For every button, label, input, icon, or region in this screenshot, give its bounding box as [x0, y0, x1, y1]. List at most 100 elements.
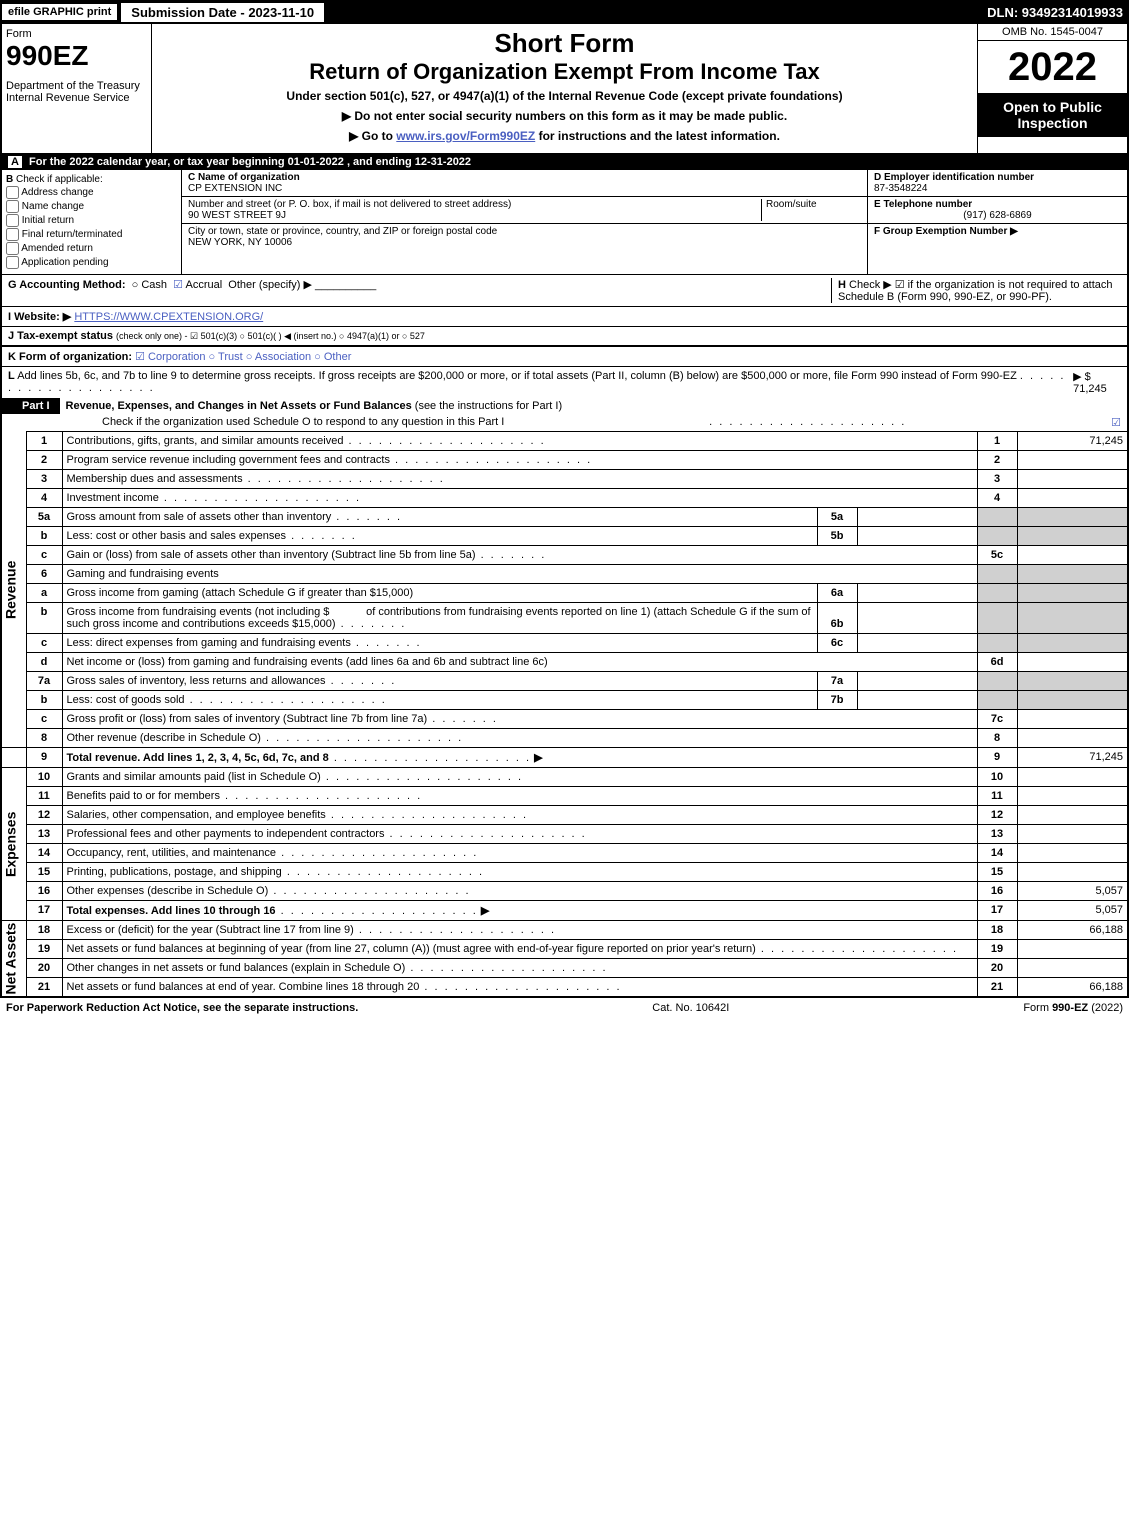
r17-num: 17 — [26, 901, 62, 921]
r6b-mid: 6b — [817, 603, 857, 634]
r2-desc: Program service revenue including govern… — [62, 451, 977, 470]
e-label: E Telephone number — [874, 199, 972, 210]
r4-desc: Investment income — [62, 489, 977, 508]
r6a-rnum — [977, 584, 1017, 603]
website-link[interactable]: HTTPS://WWW.CPEXTENSION.ORG/ — [74, 311, 263, 323]
part-i-title: Revenue, Expenses, and Changes in Net As… — [66, 400, 412, 412]
opt-initial-return[interactable]: Initial return — [6, 214, 177, 227]
form-header: Form 990EZ Department of the Treasury In… — [2, 24, 1127, 154]
r1-rnum: 1 — [977, 432, 1017, 451]
top-bar: efile GRAPHIC print Submission Date - 20… — [0, 0, 1129, 24]
opt-application-pending[interactable]: Application pending — [6, 256, 177, 269]
r11-num: 11 — [26, 787, 62, 806]
r17-rval: 5,057 — [1017, 901, 1127, 921]
efile-label[interactable]: efile GRAPHIC print — [2, 4, 117, 20]
r4-num: 4 — [26, 489, 62, 508]
r13-num: 13 — [26, 825, 62, 844]
r3-desc: Membership dues and assessments — [62, 470, 977, 489]
r6b-rnum — [977, 603, 1017, 634]
r8-num: 8 — [26, 729, 62, 748]
r18-rnum: 18 — [977, 921, 1017, 940]
opt-address-change[interactable]: Address change — [6, 186, 177, 199]
letter-b: B — [6, 174, 13, 185]
r2-rval — [1017, 451, 1127, 470]
r5a-rnum — [977, 508, 1017, 527]
r6c-midval — [857, 634, 977, 653]
opt-amended-return[interactable]: Amended return — [6, 242, 177, 255]
r9-rnum: 9 — [977, 748, 1017, 768]
r6a-mid: 6a — [817, 584, 857, 603]
col-c: C Name of organization CP EXTENSION INC … — [182, 170, 867, 274]
header-right: OMB No. 1545-0047 2022 Open to Public In… — [977, 24, 1127, 153]
r5c-desc: Gain or (loss) from sale of assets other… — [62, 546, 977, 565]
r6a-midval — [857, 584, 977, 603]
r12-rnum: 12 — [977, 806, 1017, 825]
r18-desc: Excess or (deficit) for the year (Subtra… — [62, 921, 977, 940]
form-number: 990EZ — [6, 40, 147, 72]
r5b-desc: Less: cost or other basis and sales expe… — [62, 527, 817, 546]
l-label: L — [8, 370, 15, 382]
opt-final-return[interactable]: Final return/terminated — [6, 228, 177, 241]
l-text: Add lines 5b, 6c, and 7b to line 9 to de… — [17, 370, 1017, 382]
info-block: B Check if applicable: Address change Na… — [2, 170, 1127, 274]
r6c-desc: Less: direct expenses from gaming and fu… — [62, 634, 817, 653]
r16-rval: 5,057 — [1017, 882, 1127, 901]
under-section: Under section 501(c), 527, or 4947(a)(1)… — [160, 89, 969, 103]
omb-label: OMB No. 1545-0047 — [978, 24, 1127, 41]
r2-num: 2 — [26, 451, 62, 470]
part-i-header: Part I Revenue, Expenses, and Changes in… — [2, 398, 1127, 414]
r6c-rval — [1017, 634, 1127, 653]
r15-rval — [1017, 863, 1127, 882]
r6d-rnum: 6d — [977, 653, 1017, 672]
org-name-row: C Name of organization CP EXTENSION INC — [182, 170, 867, 197]
org-addr-row: Number and street (or P. O. box, if mail… — [182, 197, 867, 224]
r7a-mid: 7a — [817, 672, 857, 691]
r8-rnum: 8 — [977, 729, 1017, 748]
r11-rval — [1017, 787, 1127, 806]
j-label: J Tax-exempt status — [8, 330, 113, 342]
page-footer: For Paperwork Reduction Act Notice, see … — [0, 998, 1129, 1018]
f-arrow: ▶ — [1010, 226, 1018, 237]
r10-rnum: 10 — [977, 768, 1017, 787]
r5a-rval — [1017, 508, 1127, 527]
footer-left: For Paperwork Reduction Act Notice, see … — [6, 1002, 358, 1014]
col-b: B Check if applicable: Address change Na… — [2, 170, 182, 274]
lines-table: Revenue 1 Contributions, gifts, grants, … — [2, 431, 1127, 996]
r5a-mid: 5a — [817, 508, 857, 527]
side-expenses: Expenses — [2, 768, 26, 921]
r18-num: 18 — [26, 921, 62, 940]
r3-rnum: 3 — [977, 470, 1017, 489]
r6d-num: d — [26, 653, 62, 672]
k-text: ☑ Corporation ○ Trust ○ Association ○ Ot… — [135, 351, 351, 363]
instr-1: ▶ Do not enter social security numbers o… — [160, 109, 969, 123]
r9-rval: 71,245 — [1017, 748, 1127, 768]
org-city-row: City or town, state or province, country… — [182, 224, 867, 250]
part-i-title-wrap: Revenue, Expenses, and Changes in Net As… — [60, 398, 1127, 414]
r12-rval — [1017, 806, 1127, 825]
dept-label: Department of the Treasury Internal Reve… — [6, 80, 147, 104]
r5c-rval — [1017, 546, 1127, 565]
opt-name-change[interactable]: Name change — [6, 200, 177, 213]
r8-rval — [1017, 729, 1127, 748]
r5a-desc: Gross amount from sale of assets other t… — [62, 508, 817, 527]
d-label: D Employer identification number — [874, 172, 1034, 183]
footer-center: Cat. No. 10642I — [652, 1002, 729, 1014]
r18-rval: 66,188 — [1017, 921, 1127, 940]
r7b-rval — [1017, 691, 1127, 710]
col-de: D Employer identification number 87-3548… — [867, 170, 1127, 274]
line-k: K Form of organization: ☑ Corporation ○ … — [2, 345, 1127, 366]
line-g-h: G Accounting Method: ○ Cash ☑ Accrual Ot… — [2, 274, 1127, 306]
irs-link[interactable]: www.irs.gov/Form990EZ — [396, 129, 535, 143]
r6-rnum — [977, 565, 1017, 584]
short-form-title: Short Form — [160, 28, 969, 59]
r6d-rval — [1017, 653, 1127, 672]
group-exempt-row: F Group Exemption Number ▶ — [868, 224, 1127, 239]
r21-rval: 66,188 — [1017, 978, 1127, 997]
r1-desc: Contributions, gifts, grants, and simila… — [62, 432, 977, 451]
check-icon[interactable]: ☑ — [1111, 416, 1121, 429]
r6b-desc: Gross income from fundraising events (no… — [62, 603, 817, 634]
r5b-rnum — [977, 527, 1017, 546]
r5a-midval — [857, 508, 977, 527]
city-label: City or town, state or province, country… — [188, 226, 497, 237]
dln-label: DLN: 93492314019933 — [987, 5, 1129, 20]
